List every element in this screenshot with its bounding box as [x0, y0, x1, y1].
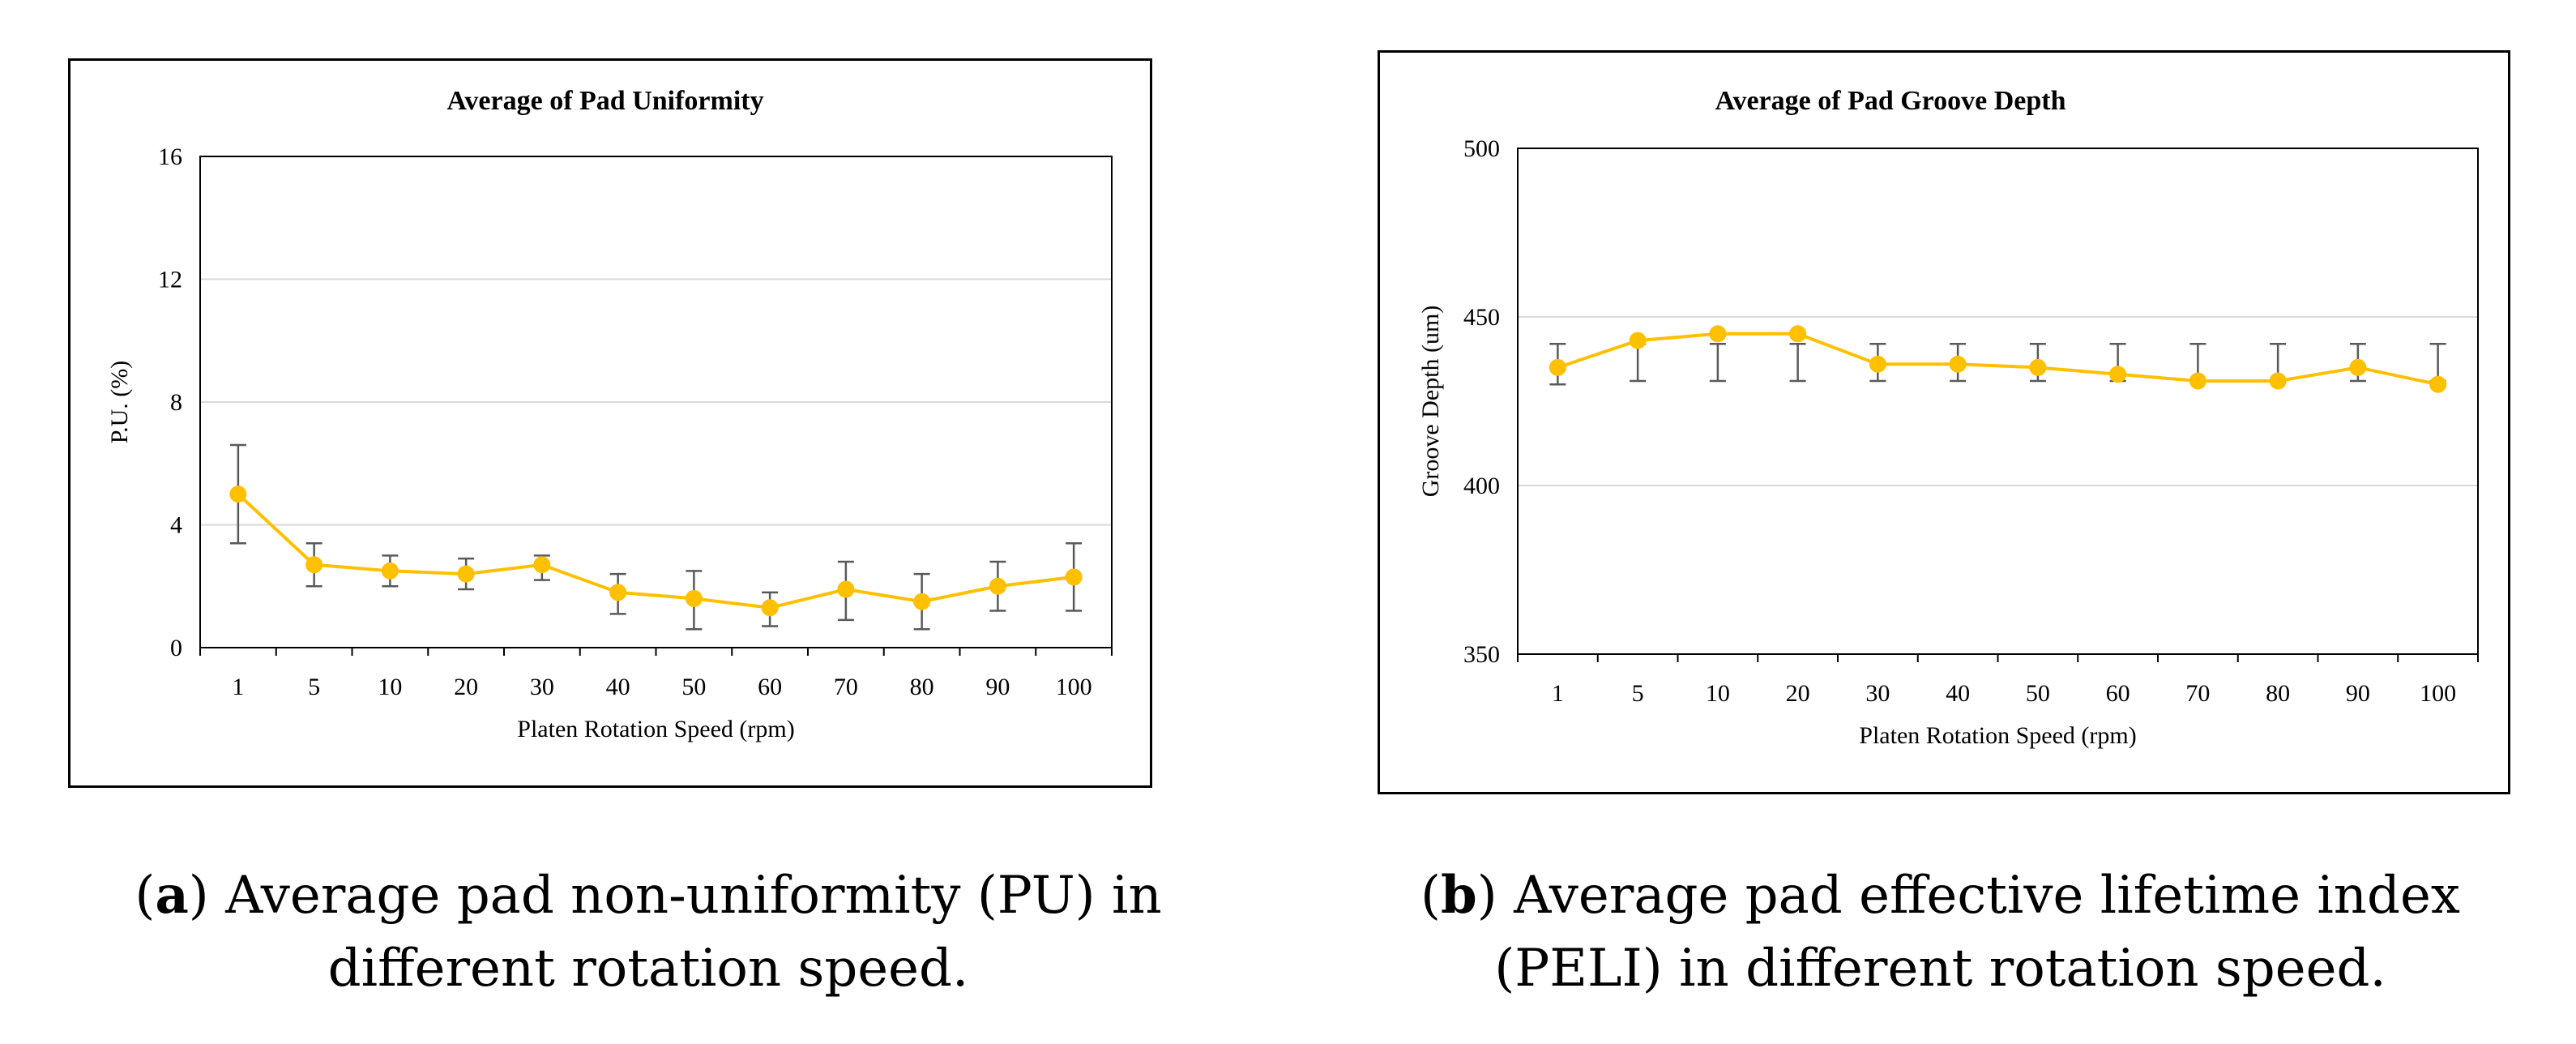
x-tick-label: 30 [1865, 680, 1890, 707]
data-point [381, 562, 399, 580]
x-axis-label: Platen Rotation Speed (rpm) [1859, 722, 2136, 749]
data-point [837, 580, 855, 598]
data-point [1709, 325, 1727, 343]
plot-area-border [1517, 148, 2479, 655]
series-line [237, 493, 1074, 610]
caption-b-line1: (b) Average pad effective lifetime index [1420, 865, 2460, 926]
x-tick-label: 20 [454, 674, 478, 700]
data-point [229, 486, 247, 503]
data-point [1869, 355, 1886, 373]
y-tick-label: 4 [170, 512, 182, 539]
data-point [2029, 358, 2047, 376]
x-tick-label: 20 [1786, 680, 1810, 707]
x-tick-label: 1 [1552, 680, 1564, 707]
x-tick-label: 40 [1946, 680, 1970, 707]
chart-b-svg: Average of Pad Groove Depth 350 400 450 500 1… [1417, 86, 2479, 749]
x-tick-label: 90 [985, 674, 1010, 700]
data-point [1549, 358, 1566, 376]
caption-a-line1: (a) Average pad non-uniformity (PU) in [135, 865, 1162, 926]
data-point [1949, 355, 1967, 373]
data-point [2109, 366, 2127, 383]
x-tick-label: 100 [1056, 674, 1092, 700]
x-tick-label: 10 [378, 674, 402, 700]
data-point [2349, 358, 2367, 376]
data-point [609, 584, 627, 601]
x-tick-label: 70 [2185, 680, 2210, 707]
y-tick-label: 12 [158, 267, 182, 293]
x-tick-label: 80 [2266, 680, 2290, 707]
series-line [1557, 332, 2439, 387]
chart-a-svg: Average of Pad Uniformity 0 4 8 12 16 1 5 10 20 30… [106, 86, 1113, 742]
caption-a-letter: a [155, 865, 189, 926]
chart-title: Average of Pad Groove Depth [1715, 86, 2065, 116]
y-axis-label: Groove Depth (um) [1417, 306, 1444, 498]
y-axis-label: P.U. (%) [106, 361, 133, 444]
y-tick-label: 450 [1463, 304, 1500, 331]
data-point [1789, 325, 1807, 343]
y-tick-label: 0 [170, 635, 182, 661]
chart-panel-a: Average of Pad Uniformity 0 4 8 12 16 1 5 10 20 30… [68, 58, 1152, 788]
y-tick-label: 16 [158, 143, 182, 170]
data-point [685, 589, 703, 607]
y-tick-label: 500 [1463, 135, 1500, 162]
y-tick-label: 8 [170, 389, 182, 416]
data-point [2429, 375, 2447, 393]
data-point [457, 565, 475, 583]
chart-title: Average of Pad Uniformity [446, 86, 763, 116]
x-tick-label: 90 [2346, 680, 2370, 707]
x-tick-label: 60 [2106, 680, 2130, 707]
x-tick-label: 40 [606, 674, 630, 700]
data-point [1065, 568, 1083, 586]
x-tick-label: 80 [910, 674, 934, 700]
x-tick-label: 10 [1706, 680, 1730, 707]
x-tick-label: 100 [2420, 680, 2456, 707]
x-tick-label: 50 [2026, 680, 2050, 707]
data-point [761, 599, 779, 617]
chart-panel-b: Average of Pad Groove Depth 350 400 450 500 1… [1378, 50, 2510, 794]
caption-b-letter: b [1441, 865, 1477, 926]
x-tick-label: 60 [758, 674, 782, 700]
x-tick-label: 30 [530, 674, 554, 700]
x-tick-label: 50 [681, 674, 706, 700]
data-point [2189, 372, 2206, 390]
x-tick-label: 70 [834, 674, 858, 700]
data-point [1629, 332, 1647, 349]
caption-b: (b) Average pad effective lifetime index… [1305, 859, 2576, 1005]
data-point [2269, 372, 2287, 390]
x-tick-label: 5 [1632, 680, 1644, 707]
y-tick-label: 350 [1463, 641, 1500, 668]
caption-a: (a) Average pad non-uniformity (PU) in d… [24, 859, 1272, 1005]
caption-b-line2: (PELI) in different rotation speed. [1494, 939, 2386, 999]
x-axis-label: Platen Rotation Speed (rpm) [517, 716, 794, 742]
data-point [913, 593, 931, 610]
data-point [533, 556, 551, 574]
caption-a-line2: different rotation speed. [327, 939, 969, 999]
data-point [305, 556, 323, 574]
x-tick-label: 5 [308, 674, 320, 700]
x-tick-label: 1 [232, 674, 244, 700]
data-point [989, 577, 1006, 595]
y-tick-label: 400 [1463, 473, 1500, 499]
